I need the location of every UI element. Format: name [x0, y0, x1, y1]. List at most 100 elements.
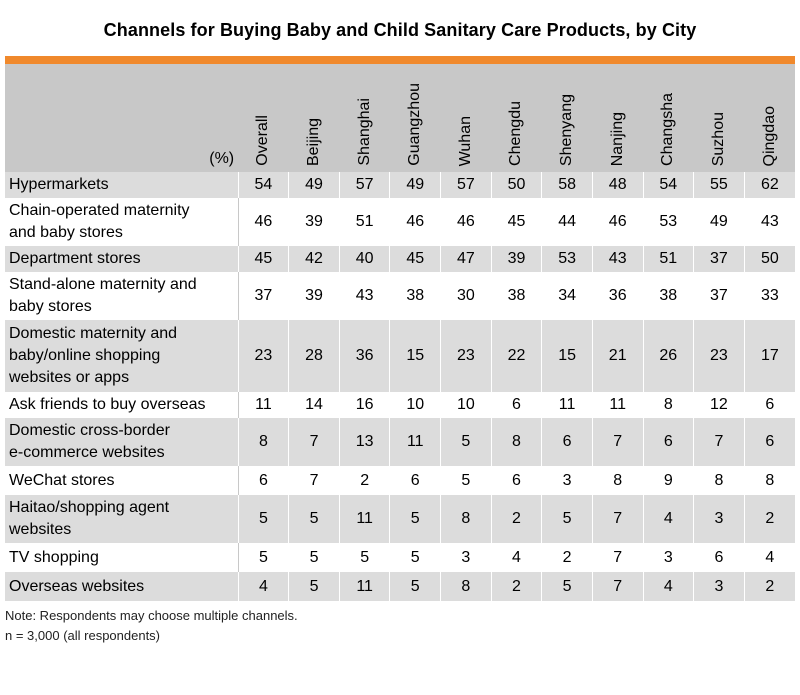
table-cell: 14 [288, 392, 340, 418]
table-row: Domestic cross-border e-commerce websites… [5, 418, 795, 466]
table-row: Haitao/shopping agent websites 5 5 11 5 8 2 5 7 4 3… [5, 495, 795, 543]
table-cell: 54 [238, 172, 290, 198]
table-cell: 6 [743, 392, 795, 418]
table-cell: 62 [744, 172, 795, 198]
column-header: Guangzhou [389, 64, 441, 172]
table-cell: 23 [693, 320, 745, 392]
table-cell: 53 [642, 198, 695, 246]
table-cell: 11 [237, 392, 290, 418]
table-cell: 46 [389, 198, 442, 246]
table-cell: 23 [238, 320, 290, 392]
table-cell: 8 [491, 418, 543, 466]
table-cell: 49 [389, 172, 442, 198]
row-label-line: Ask friends to buy overseas [9, 396, 206, 413]
table-cell: 43 [743, 198, 795, 246]
column-header: Suzhou [693, 64, 745, 172]
table-row: Chain-operated maternity and baby stores 4… [5, 198, 795, 246]
table-cell: 10 [389, 392, 442, 418]
table-cell: 39 [288, 198, 340, 246]
table-cell: 7 [591, 543, 644, 572]
table-cell: 49 [693, 198, 745, 246]
table-cell: 3 [642, 543, 695, 572]
table-cell: 11 [339, 495, 391, 543]
table-cell: 57 [339, 172, 391, 198]
table-cell: 6 [643, 418, 695, 466]
table-cell: 22 [491, 320, 543, 392]
table-cell: 40 [339, 246, 391, 272]
table-cell: 38 [490, 272, 543, 320]
table-row: TV shopping 5 5 5 5 3 4 2 7 3 6 4 [5, 543, 795, 572]
column-header-label: Overall [254, 115, 272, 166]
table-row: Ask friends to buy overseas 11 14 16 10 10 6 11… [5, 392, 795, 418]
row-label: Chain-operated maternity and baby stores [5, 198, 239, 246]
table-cell: 46 [591, 198, 644, 246]
table-cell: 4 [643, 495, 695, 543]
table-cell: 6 [541, 418, 593, 466]
table-cell: 8 [440, 572, 492, 601]
table-cell: 5 [541, 495, 593, 543]
table-cell: 46 [440, 198, 492, 246]
table-cell: 39 [288, 272, 340, 320]
column-header: Wuhan [440, 64, 492, 172]
table-cell: 6 [744, 418, 795, 466]
table-cell: 4 [490, 543, 543, 572]
table-row: Stand-alone maternity and baby stores 37 39… [5, 272, 795, 320]
row-label-line: Overseas websites [9, 577, 145, 595]
row-label-line: Department stores [9, 250, 141, 267]
row-label: Domestic maternity and baby/online shoppi… [5, 320, 239, 392]
table-cell: 2 [491, 572, 543, 601]
table-cell: 5 [288, 543, 340, 572]
table-cell: 21 [592, 320, 644, 392]
row-label-line: WeChat stores [9, 471, 115, 489]
column-header-label: Chengdu [507, 101, 525, 166]
table-cell: 36 [339, 320, 391, 392]
table-cell: 3 [440, 543, 492, 572]
table-cell: 2 [744, 495, 795, 543]
column-header: Overall [238, 64, 289, 172]
table-cell: 58 [541, 172, 593, 198]
table-cell: 4 [238, 572, 290, 601]
table-cell: 28 [288, 320, 340, 392]
column-header: Qingdao [744, 64, 795, 172]
row-label-line: Hypermarkets [9, 176, 109, 193]
table-cell: 6 [490, 466, 543, 495]
row-label: Overseas websites [5, 572, 239, 601]
table-cell: 51 [643, 246, 695, 272]
table-cell: 51 [338, 198, 391, 246]
table-cell: 3 [693, 572, 745, 601]
table-cell: 7 [288, 418, 340, 466]
table-cell: 10 [440, 392, 492, 418]
accent-bar [5, 56, 795, 64]
table-row: Department stores 45 42 40 45 47 39 53 43 51 37 50 [5, 246, 795, 272]
table-cell: 33 [743, 272, 795, 320]
table-cell: 7 [693, 418, 745, 466]
column-header: Nanjing [592, 64, 643, 172]
table-cell: 8 [238, 418, 290, 466]
row-label: TV shopping [5, 543, 239, 572]
table-cell: 48 [592, 172, 644, 198]
table-cell: 50 [744, 246, 795, 272]
table-cell: 44 [541, 198, 593, 246]
table-cell: 6 [389, 466, 442, 495]
table-cell: 11 [389, 418, 442, 466]
table-cell: 4 [743, 543, 795, 572]
table-cell: 5 [541, 572, 593, 601]
table-cell: 6 [490, 392, 543, 418]
table-cell: 3 [693, 495, 745, 543]
table-cell: 3 [541, 466, 593, 495]
table-cell: 6 [693, 543, 745, 572]
table-cell: 2 [744, 572, 795, 601]
table-cell: 2 [541, 543, 593, 572]
row-label: Ask friends to buy overseas [5, 392, 239, 418]
row-label-line: and baby stores [9, 224, 123, 241]
table-cell: 15 [389, 320, 442, 392]
chart-title: Channels for Buying Baby and Child Sanit… [103, 20, 697, 40]
table-row: Hypermarkets 54 49 57 49 57 50 58 48 54 55 62 [5, 172, 795, 198]
column-header-label: Beijing [305, 117, 323, 166]
table-cell: 5 [338, 543, 391, 572]
row-label: Stand-alone maternity and baby stores [5, 272, 239, 320]
table-cell: 57 [440, 172, 492, 198]
table-cell: 8 [743, 466, 795, 495]
column-header: Beijing [288, 64, 340, 172]
table-cell: 43 [338, 272, 391, 320]
